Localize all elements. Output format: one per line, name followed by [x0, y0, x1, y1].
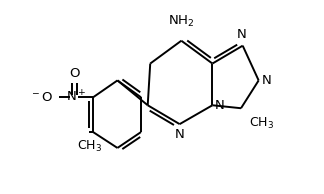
- Text: NH$_2$: NH$_2$: [168, 14, 194, 29]
- Text: N: N: [237, 28, 246, 41]
- Text: N$^+$: N$^+$: [65, 90, 86, 105]
- Text: N: N: [262, 74, 272, 87]
- Text: CH$_3$: CH$_3$: [76, 139, 102, 154]
- Text: CH$_3$: CH$_3$: [249, 116, 274, 131]
- Text: N: N: [175, 128, 185, 141]
- Text: N: N: [215, 99, 225, 112]
- Text: $^-$O: $^-$O: [29, 91, 53, 104]
- Text: O: O: [69, 67, 80, 80]
